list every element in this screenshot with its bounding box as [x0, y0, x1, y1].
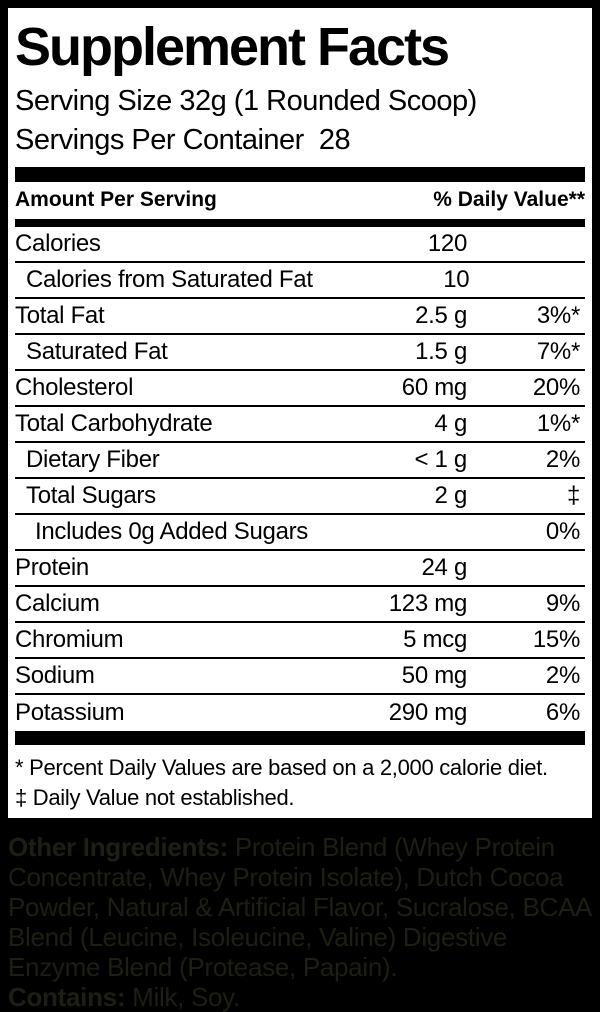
other-ingredients-text: Other Ingredients: Protein Blend (Whey P…: [8, 832, 592, 982]
label-title: Supplement Facts: [15, 17, 450, 77]
supplement-label: Supplement Facts Serving Size 32g (1 Rou…: [8, 8, 592, 1012]
nutrient-row: Includes 0g Added Sugars 0%: [15, 515, 585, 551]
nutrient-daily-value: 6%: [545, 698, 580, 726]
nutrient-amount: 290 mg: [388, 698, 468, 726]
nutrient-row: Total Fat 2.5 g 3%*: [15, 299, 585, 335]
nutrient-name: Total Fat: [15, 301, 105, 329]
divider-bar-under-header: [15, 218, 585, 227]
nutrient-name: Cholesterol: [15, 373, 134, 401]
column-header-row: Amount Per Serving % Daily Value**: [15, 182, 585, 219]
footnotes: * Percent Daily Values are based on a 2,…: [15, 745, 585, 813]
nutrient-amount: 123 mg: [388, 589, 468, 617]
nutrient-row: Cholesterol 60 mg 20%: [15, 371, 585, 407]
other-ingredients-label: Other Ingredients:: [8, 832, 228, 862]
nutrient-daily-value: ‡: [566, 481, 580, 509]
other-ingredients-section: Other Ingredients: Protein Blend (Whey P…: [0, 818, 600, 1012]
nutrient-amount: 2.5 g: [415, 301, 467, 329]
nutrient-amount: 2 g: [434, 481, 468, 509]
footnote-percent-daily-values: * Percent Daily Values are based on a 2,…: [15, 754, 548, 780]
nutrient-name: Calcium: [15, 589, 100, 617]
nutrient-name: Potassium: [15, 698, 125, 726]
nutrient-amount: 10: [443, 265, 470, 293]
other-ingredients-list: Protein Blend (Whey Protein Concentrate,…: [8, 832, 591, 982]
contains-list: Milk, Soy.: [125, 982, 240, 1012]
nutrient-amount: 5 mcg: [403, 625, 467, 653]
nutrient-name: Calories: [15, 229, 101, 257]
nutrient-row: Sodium 50 mg 2%: [15, 659, 585, 695]
nutrient-amount: 60 mg: [401, 373, 468, 401]
nutrient-row: Calories 120: [15, 227, 585, 263]
nutrient-row: Potassium 290 mg 6%: [15, 695, 585, 731]
nutrient-amount: 50 mg: [401, 661, 468, 689]
servings-per-container-text: Servings Per Container 28: [15, 123, 351, 156]
nutrient-daily-value: 15%: [532, 625, 580, 653]
nutrient-name: Protein: [15, 553, 89, 581]
nutrient-name: Sodium: [15, 661, 95, 689]
nutrient-amount: 24 g: [421, 553, 467, 581]
nutrient-daily-value: 20%: [532, 373, 580, 401]
nutrient-name: Total Sugars: [26, 481, 156, 509]
daily-value-header: % Daily Value**: [433, 187, 585, 211]
nutrient-row: Calcium 123 mg 9%: [15, 587, 585, 623]
nutrient-daily-value: 3%*: [536, 301, 580, 329]
nutrient-name: Chromium: [15, 625, 124, 653]
footnote-daily-value-not-established: ‡ Daily Value not established.: [15, 784, 295, 810]
nutrient-daily-value: 2%: [545, 661, 580, 689]
nutrient-amount: 120: [427, 229, 467, 257]
nutrient-daily-value: 2%: [545, 445, 580, 473]
divider-bar-bottom: [15, 730, 585, 745]
nutrient-row: Total Carbohydrate 4 g 1%*: [15, 407, 585, 443]
contains-label: Contains:: [8, 982, 126, 1012]
nutrient-daily-value: 0%: [545, 517, 580, 545]
nutrient-row: Total Sugars 2 g ‡: [15, 479, 585, 515]
nutrient-row: Saturated Fat 1.5 g 7%*: [15, 335, 585, 371]
nutrient-row: Dietary Fiber < 1 g 2%: [15, 443, 585, 479]
nutrient-name: Includes 0g Added Sugars: [35, 517, 309, 545]
nutrient-name: Dietary Fiber: [26, 445, 160, 473]
nutrient-amount: 1.5 g: [415, 337, 467, 365]
contains-text: Contains: Milk, Soy.: [8, 982, 592, 1012]
nutrient-daily-value: 7%*: [536, 337, 580, 365]
nutrient-row: Protein 24 g: [15, 551, 585, 587]
nutrient-daily-value: 9%: [545, 589, 580, 617]
amount-per-serving-header: Amount Per Serving: [15, 187, 217, 211]
divider-bar-top: [15, 166, 585, 182]
nutrient-row: Calories from Saturated Fat 10: [15, 263, 585, 299]
nutrient-row: Chromium 5 mcg 15%: [15, 623, 585, 659]
nutrient-amount: < 1 g: [414, 445, 467, 473]
nutrient-name: Total Carbohydrate: [15, 409, 213, 437]
nutrient-name: Calories from Saturated Fat: [26, 265, 313, 293]
nutrient-amount: 4 g: [434, 409, 468, 437]
nutrient-name: Saturated Fat: [26, 337, 168, 365]
serving-size-text: Serving Size 32g (1 Rounded Scoop): [15, 84, 477, 117]
facts-panel: Supplement Facts Serving Size 32g (1 Rou…: [8, 8, 592, 818]
nutrient-rows: Calories 120 Calories from Saturated Fat 10…: [15, 227, 585, 731]
nutrient-daily-value: 1%*: [536, 409, 580, 437]
